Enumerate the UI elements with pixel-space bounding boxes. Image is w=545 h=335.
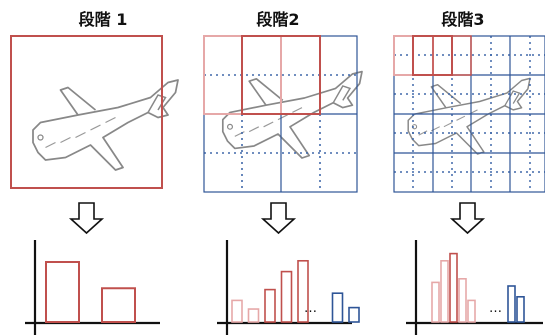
stage-2-window-b — [241, 35, 321, 115]
down-arrow-icon-3 — [449, 202, 486, 235]
histogram-3-bar-4 — [458, 277, 467, 323]
histogram-3-bar-3 — [449, 252, 458, 323]
histogram-3-bar-1 — [431, 281, 440, 323]
histogram-2-bar-5 — [297, 259, 309, 323]
histogram-2-bar-4 — [280, 270, 293, 323]
histogram-2-bar-7 — [348, 306, 360, 323]
histogram-axes — [25, 240, 543, 335]
stage-1-image — [10, 35, 179, 189]
airplane-sketch-1 — [32, 79, 179, 171]
histogram-2 — [231, 259, 360, 323]
down-arrow-icon-1 — [68, 202, 105, 235]
stage-3-image — [393, 35, 545, 193]
histogram-3-bar-2 — [440, 259, 449, 323]
histogram-2-bar-1 — [231, 299, 243, 323]
stage-1-title: 段階 1 — [78, 10, 128, 29]
stage-3-solid-grid — [393, 35, 545, 193]
ellipsis-2: … — [304, 301, 317, 316]
stage-2-title: 段階2 — [256, 10, 300, 29]
ellipsis-3: … — [489, 301, 502, 316]
histogram-3 — [431, 252, 525, 323]
stage-1-region — [10, 35, 163, 189]
airplane-sketch-3 — [407, 77, 531, 155]
stage-3-window-c — [432, 35, 472, 76]
histogram-1 — [45, 261, 136, 323]
histogram-1-bar-2 — [101, 287, 136, 323]
down-arrow-icon-2 — [260, 202, 297, 235]
stage-2-image — [203, 35, 363, 193]
histogram-3-bar-6 — [507, 285, 516, 323]
histogram-1-bar-1 — [45, 261, 80, 323]
histogram-3-bar-5 — [467, 299, 476, 323]
histogram-2-bar-2 — [247, 308, 260, 323]
histogram-3-bar-7 — [516, 295, 525, 323]
stage-3-title: 段階3 — [441, 10, 485, 29]
histogram-2-bar-6 — [331, 292, 344, 323]
histogram-2-bar-3 — [264, 288, 276, 323]
